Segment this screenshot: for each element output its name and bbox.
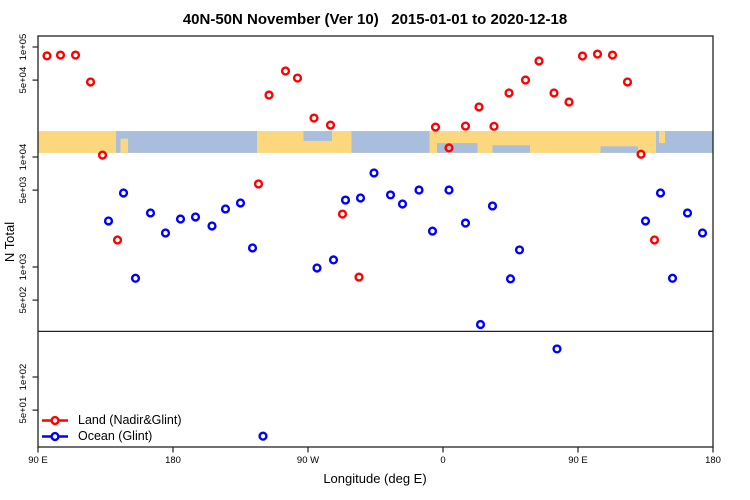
land-data-point	[607, 50, 618, 60]
legend-label-ocean: Ocean (Glint)	[78, 429, 153, 443]
land-data-point	[636, 149, 646, 159]
ocean-data-point	[235, 198, 246, 208]
ocean-data-point	[487, 201, 498, 211]
map-land-segment	[659, 131, 665, 144]
ocean-data-point	[667, 273, 678, 283]
ocean-data-point	[475, 319, 486, 330]
land-data-point	[309, 113, 319, 123]
land-data-point	[55, 50, 66, 60]
ocean-data-point	[103, 216, 114, 226]
land-data-point	[549, 88, 559, 98]
land-data-point	[292, 73, 303, 83]
ocean-data-point	[385, 190, 396, 200]
x-axis-label: Longitude (deg E)	[323, 471, 427, 486]
y-tick-label: 5e+03	[18, 177, 29, 204]
land-data-point	[280, 66, 291, 76]
land-data-point	[534, 56, 544, 66]
ocean-data-point	[552, 344, 562, 354]
y-tick-label: 5e+01	[18, 397, 29, 424]
ocean-data-point	[312, 263, 322, 273]
y-tick-label: 1e+03	[18, 254, 29, 281]
ocean-data-point	[640, 216, 651, 226]
land-data-point	[42, 51, 52, 61]
land-data-point	[592, 49, 603, 59]
map-ocean-segment	[303, 131, 332, 141]
land-marker-icon	[42, 415, 68, 426]
y-tick-label: 5e+02	[18, 287, 29, 314]
land-data-point	[504, 88, 514, 98]
legend-label-land: Land (Nadir&Glint)	[78, 413, 182, 427]
land-data-point	[85, 77, 96, 87]
chart-title: 40N-50N November (Ver 10) 2015-01-01 to …	[182, 11, 568, 28]
legend-item-ocean: Ocean (Glint)	[40, 429, 182, 444]
ocean-data-point	[207, 221, 217, 231]
land-data-point	[460, 121, 471, 131]
land-data-point	[264, 90, 274, 100]
y-tick-label: 1e+04	[18, 144, 29, 171]
y-tick-label: 1e+05	[18, 34, 29, 61]
ocean-data-point	[697, 228, 708, 238]
ocean-data-point	[145, 208, 156, 218]
ocean-data-point	[414, 185, 424, 195]
x-tick-label: 180	[165, 455, 181, 466]
land-data-point	[253, 179, 264, 189]
land-data-point	[444, 143, 454, 153]
land-data-point	[564, 97, 574, 107]
land-data-point	[577, 51, 588, 61]
land-data-point	[354, 272, 364, 282]
map-ocean-segment	[351, 131, 430, 153]
ocean-data-point	[220, 204, 231, 214]
ocean-data-point	[258, 431, 268, 441]
land-data-point	[520, 75, 531, 85]
ocean-data-point	[460, 218, 471, 228]
land-data-point	[489, 121, 499, 131]
map-ocean-segment	[437, 143, 478, 153]
map-land-segment	[120, 138, 128, 153]
ocean-data-point	[427, 226, 438, 236]
y-tick-label: 1e+02	[18, 364, 29, 391]
ocean-data-point	[247, 243, 258, 253]
land-data-point	[474, 102, 484, 112]
land-data-point	[622, 77, 633, 87]
land-data-point	[649, 235, 660, 245]
x-tick-label: 90 E	[568, 455, 588, 466]
ocean-data-point	[328, 255, 339, 265]
ocean-data-point	[118, 188, 129, 198]
ocean-data-point	[190, 212, 201, 222]
x-tick-label: 90 E	[28, 455, 48, 466]
y-axis-label: N Total	[2, 221, 17, 263]
land-data-point	[337, 209, 348, 219]
x-tick-label: 90 W	[297, 455, 319, 466]
ocean-data-point	[514, 245, 525, 255]
map-ocean-segment	[600, 146, 638, 153]
ocean-data-point	[369, 168, 379, 178]
land-data-point	[70, 50, 81, 60]
ocean-data-point	[355, 193, 366, 203]
map-ocean-segment	[656, 131, 713, 153]
ocean-data-point	[397, 199, 408, 209]
ocean-data-point	[160, 228, 171, 238]
ocean-data-point	[130, 273, 141, 283]
map-ocean-segment	[116, 131, 257, 153]
map-ocean-segment	[492, 145, 530, 153]
ocean-data-point	[505, 274, 516, 284]
land-data-point	[430, 122, 441, 132]
ocean-data-point	[682, 208, 693, 218]
ocean-data-point	[655, 188, 666, 198]
plot-frame	[37, 35, 714, 448]
x-tick-label: 0	[440, 455, 445, 466]
ocean-data-point	[444, 185, 454, 195]
ocean-marker-icon	[42, 431, 68, 442]
ocean-data-point	[340, 195, 351, 205]
land-data-point	[112, 235, 123, 245]
land-data-point	[325, 120, 336, 130]
land-data-point	[97, 150, 108, 160]
ocean-data-point	[175, 214, 186, 224]
legend: Land (Nadir&Glint) Ocean (Glint)	[40, 413, 182, 445]
legend-item-land: Land (Nadir&Glint)	[40, 413, 182, 428]
x-tick-label: 180	[705, 455, 721, 466]
y-tick-label: 5e+04	[18, 67, 29, 94]
